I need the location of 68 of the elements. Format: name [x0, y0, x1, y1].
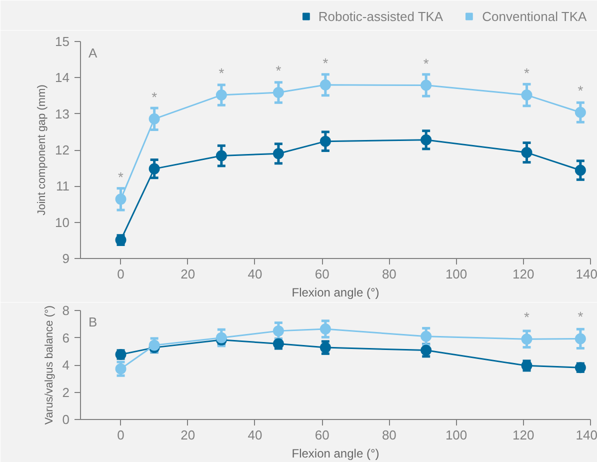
annotation: B	[88, 314, 98, 330]
point	[148, 340, 160, 351]
point	[272, 325, 284, 336]
annotation: *	[524, 309, 530, 326]
point	[574, 333, 586, 344]
point	[148, 113, 160, 124]
y-axis-title: Varus/valgus balance (°)	[43, 305, 56, 425]
y-tick-label: 2	[62, 384, 70, 400]
x-axis-title: Flexion angle (°)	[292, 446, 380, 460]
x-tick-label: 40	[248, 266, 262, 282]
point	[148, 163, 160, 174]
y-tick-label: 13	[55, 106, 70, 122]
y-tick-label: 11	[56, 178, 70, 194]
x-tick-label: 140	[576, 266, 597, 282]
point	[420, 330, 432, 342]
point	[574, 164, 586, 176]
annotation: *	[218, 65, 225, 82]
annotation: A	[88, 46, 98, 60]
legend-label: Robotic-assisted TKA	[318, 8, 444, 24]
x-tick-label: 40	[248, 428, 262, 442]
point	[574, 106, 586, 118]
y-axis-title: Joint component gap (mm)	[36, 84, 48, 216]
x-tick-label: 0	[117, 428, 124, 442]
annotation: *	[322, 54, 329, 71]
x-axis-title: Flexion angle (°)	[292, 286, 380, 300]
annotation: *	[276, 62, 282, 78]
x-tick-label: 0	[117, 266, 124, 282]
point	[320, 79, 331, 90]
annotation: *	[118, 169, 124, 186]
y-tick-label: 0	[62, 412, 70, 427]
point	[521, 90, 532, 101]
x-tick-label: 80	[382, 428, 396, 442]
y-tick-label: 10	[55, 214, 70, 230]
annotation: *	[524, 65, 530, 82]
point	[272, 148, 284, 160]
point	[115, 194, 126, 205]
point	[216, 150, 227, 162]
point	[115, 363, 126, 374]
point	[272, 87, 284, 98]
y-tick-label: 15	[55, 34, 70, 49]
x-tick-label: 80	[382, 266, 396, 282]
y-tick-label: 9	[62, 251, 70, 266]
y-tick-label: 8	[62, 303, 70, 318]
y-tick-label: 6	[62, 330, 70, 346]
x-tick-label: 100	[445, 266, 468, 282]
x-tick-label: 20	[180, 428, 196, 442]
y-tick-label: 12	[55, 142, 70, 158]
x-tick-label: 120	[512, 266, 534, 282]
x-tick-label: 120	[512, 428, 534, 442]
annotation: *	[423, 55, 430, 72]
x-tick-label: 140	[576, 428, 597, 442]
point	[521, 334, 532, 345]
annotation: *	[152, 88, 158, 105]
annotation: *	[578, 82, 584, 98]
x-tick-label: 60	[314, 266, 330, 282]
x-tick-label: 60	[314, 428, 330, 442]
x-tick-label: 20	[180, 266, 196, 282]
point	[521, 147, 532, 158]
point	[420, 134, 432, 146]
point	[320, 136, 331, 147]
point	[216, 90, 227, 101]
point	[320, 324, 331, 335]
y-tick-label: 14	[55, 70, 70, 86]
annotation: *	[578, 308, 584, 325]
point	[420, 80, 432, 91]
x-tick-label: 100	[445, 428, 468, 442]
y-tick-label: 4	[62, 358, 70, 372]
legend-label: Conventional TKA	[482, 8, 587, 24]
